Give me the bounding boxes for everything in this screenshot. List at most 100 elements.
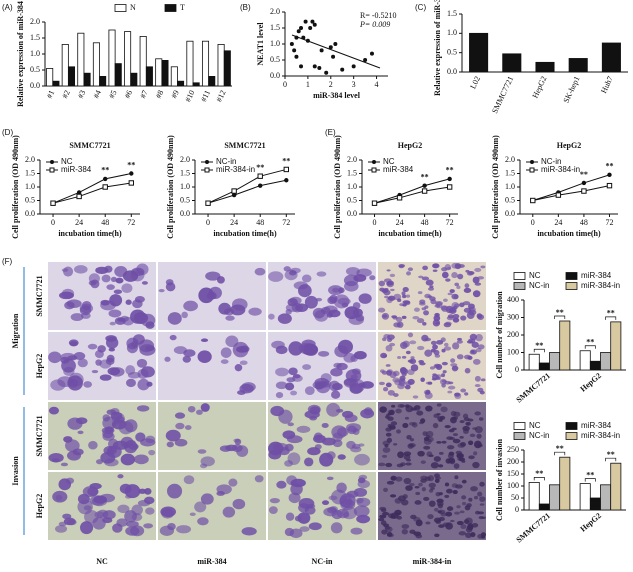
cell xyxy=(231,444,243,453)
cell xyxy=(468,271,475,275)
marker xyxy=(258,183,263,188)
x-tick-label: HepG2 xyxy=(578,511,603,534)
cell xyxy=(337,454,346,460)
cell xyxy=(174,438,188,447)
cell xyxy=(461,501,467,506)
cell xyxy=(398,263,406,268)
chart-title: SMMC7721 xyxy=(224,141,265,150)
cell xyxy=(392,370,400,377)
scatter-point xyxy=(317,66,322,70)
cell xyxy=(430,348,436,353)
cell xyxy=(326,312,334,318)
micrograph xyxy=(158,402,266,470)
scatter-point xyxy=(289,42,294,46)
cell xyxy=(432,344,438,350)
legend-swatch xyxy=(565,422,578,430)
cell xyxy=(239,383,254,394)
y-tick-label: 0.5 xyxy=(505,195,515,204)
cell xyxy=(427,287,435,291)
cell xyxy=(457,264,465,268)
column-label: NC-in xyxy=(312,557,333,566)
panel-label: (A) xyxy=(2,3,13,12)
cell xyxy=(115,277,124,284)
cell xyxy=(173,346,188,355)
cell xyxy=(288,341,304,356)
cell xyxy=(72,448,84,456)
cell xyxy=(460,388,467,393)
cell xyxy=(302,364,312,370)
cell xyxy=(414,307,420,312)
y-tick-label: 1.5 xyxy=(447,9,457,18)
y-tick-label: 1.0 xyxy=(347,182,357,191)
cell xyxy=(444,494,450,498)
cell xyxy=(390,476,396,481)
bar xyxy=(99,76,107,87)
significance-label: ** xyxy=(446,166,454,175)
marker xyxy=(371,200,378,206)
y-tick-label: 2.0 xyxy=(30,17,40,26)
cell xyxy=(169,334,177,341)
x-tick-label: #4 xyxy=(91,89,103,100)
x-tick-label: 4 xyxy=(375,80,379,89)
cell xyxy=(144,487,152,495)
cell xyxy=(234,364,243,372)
cell xyxy=(444,482,450,487)
cell xyxy=(83,505,92,511)
cell xyxy=(420,418,426,424)
cell xyxy=(378,462,386,467)
cell xyxy=(106,284,115,290)
marker xyxy=(396,195,403,201)
cell xyxy=(145,435,156,444)
y-tick-label: 0.0 xyxy=(347,209,357,218)
x-axis-label: incubation time(h) xyxy=(378,229,442,238)
legend-marker xyxy=(529,167,535,173)
y-tick-label: 1.5 xyxy=(25,168,35,177)
cell xyxy=(66,519,77,526)
cell xyxy=(438,451,444,455)
cell xyxy=(479,481,485,487)
cell xyxy=(434,533,440,538)
cell xyxy=(332,287,340,293)
x-tick-label: #11 xyxy=(199,89,212,103)
cell xyxy=(417,450,425,457)
scatter-point xyxy=(328,45,333,50)
cell xyxy=(276,480,287,489)
cell xyxy=(332,439,343,448)
cell xyxy=(424,293,431,299)
cell xyxy=(48,406,60,415)
cell xyxy=(450,416,457,424)
cell xyxy=(404,416,410,420)
cell xyxy=(395,408,402,414)
y-tick-label: 300 xyxy=(507,312,519,321)
marker xyxy=(76,190,82,195)
cell xyxy=(187,405,196,413)
cell xyxy=(473,451,478,456)
cell xyxy=(433,263,439,268)
y-axis-label: Cell number of migration xyxy=(495,291,504,379)
bar xyxy=(549,484,561,511)
cell xyxy=(352,302,361,310)
cell xyxy=(55,525,68,533)
series-line xyxy=(207,168,287,204)
cell xyxy=(293,281,309,290)
micrograph xyxy=(48,472,156,540)
cell xyxy=(402,286,409,293)
cell xyxy=(330,368,343,377)
significance-label: ** xyxy=(256,163,264,172)
cell xyxy=(478,417,484,421)
y-axis-label: Cell proliferation (OD 490nm) xyxy=(333,135,342,239)
cell xyxy=(440,337,446,342)
cell xyxy=(427,381,433,385)
cell xyxy=(101,274,111,283)
cell xyxy=(418,359,424,364)
legend-swatch xyxy=(513,272,526,280)
cell xyxy=(387,412,392,416)
cell xyxy=(146,381,153,387)
significance-label: ** xyxy=(535,341,543,350)
bar xyxy=(192,82,200,87)
x-tick-label: 24 xyxy=(230,218,238,227)
cell xyxy=(409,438,415,442)
cell xyxy=(393,322,401,328)
bar xyxy=(600,352,612,371)
legend-label: miR-384 xyxy=(581,421,612,430)
